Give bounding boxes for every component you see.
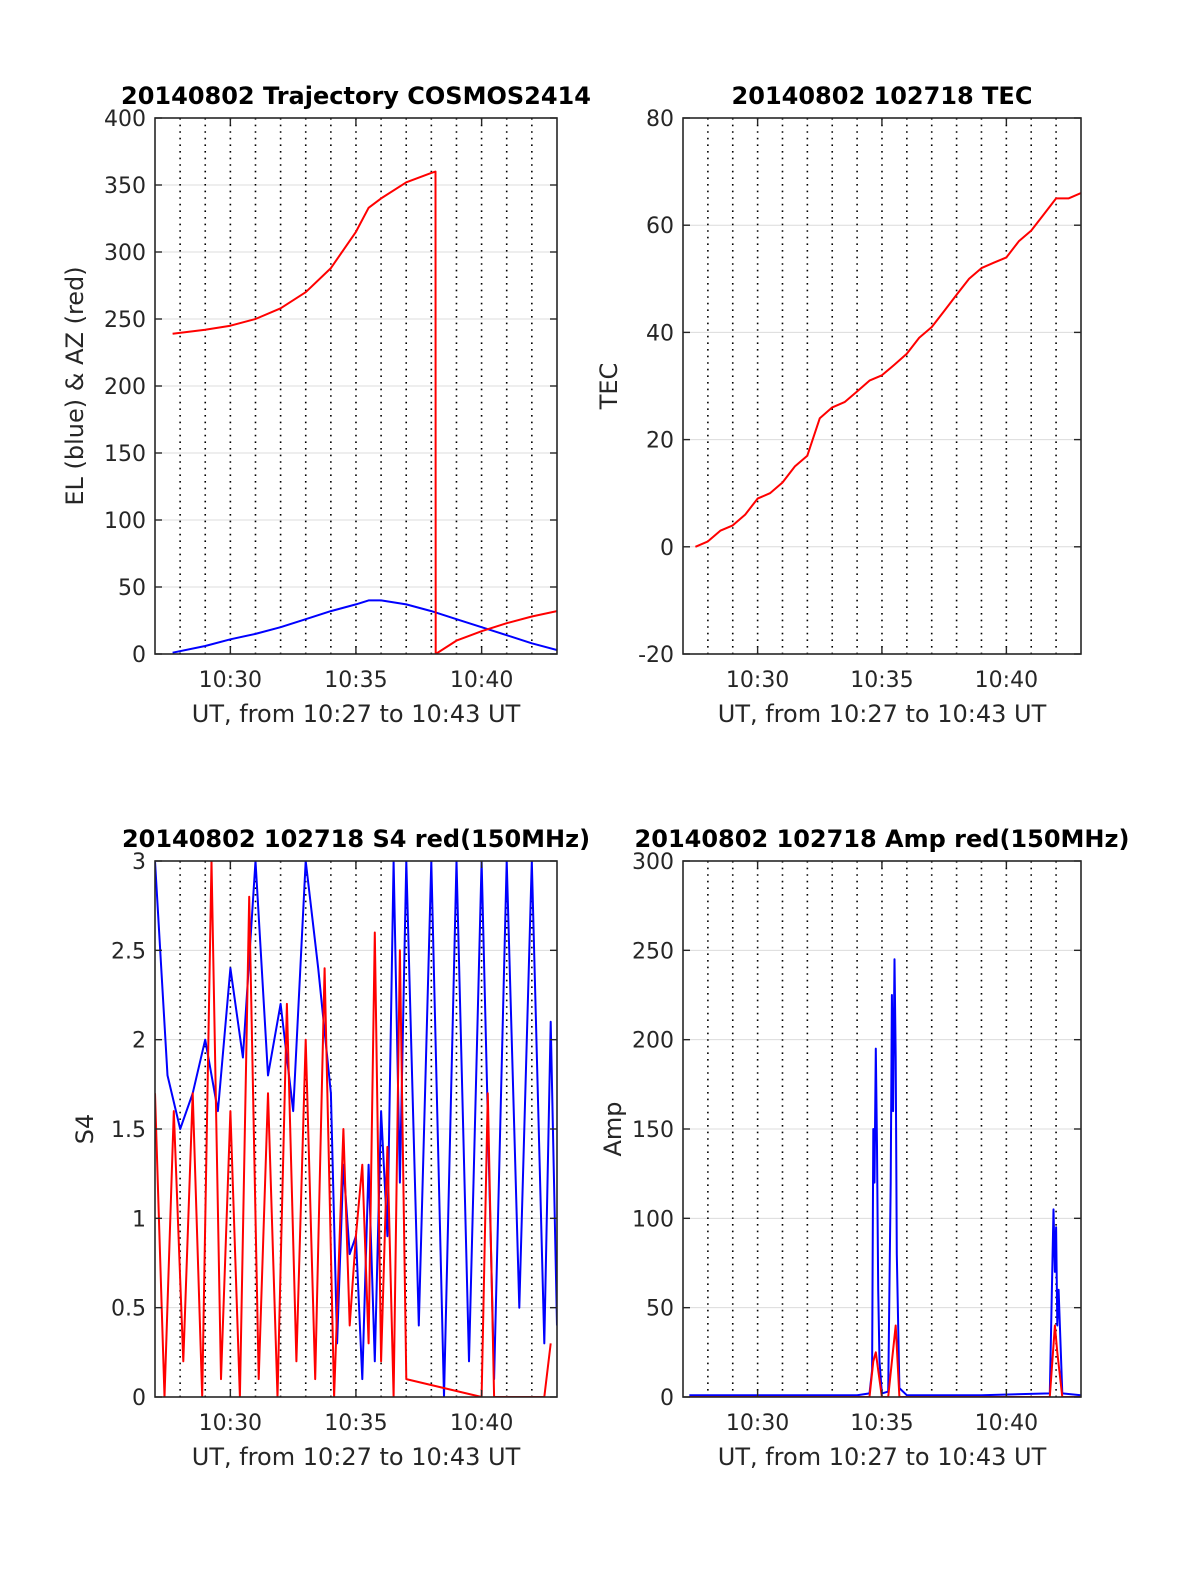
- trajectory-xtick-label-0: 10:30: [199, 668, 262, 693]
- amp-ylabel: Amp: [599, 1101, 627, 1156]
- tec-ytick-label-4: 60: [646, 214, 674, 239]
- amp-panel: 0 50 100 150 200 250 300 10:30 10:35 10:40 UT, fro…: [599, 825, 1129, 1471]
- tec-xtick-label-2: 10:40: [975, 668, 1038, 693]
- s4-title: 20140802 102718 S4 red(150MHz): [122, 825, 590, 853]
- amp-xtick-label-0: 10:30: [726, 1411, 789, 1436]
- tec-ytick-label-2: 20: [646, 429, 674, 454]
- amp-xlabel: UT, from 10:27 to 10:43 UT: [718, 1443, 1047, 1471]
- tec-ytick-label-3: 40: [646, 321, 674, 346]
- s4-ytick-label-4: 2: [132, 1029, 146, 1054]
- s4-xlabel: UT, from 10:27 to 10:43 UT: [192, 1443, 521, 1471]
- trajectory-title: 20140802 Trajectory COSMOS2414: [121, 82, 591, 110]
- tec-ytick-label-5: 80: [646, 107, 674, 132]
- amp-ytick-label-4: 200: [632, 1029, 674, 1054]
- s4-ytick-label-0: 0: [132, 1386, 146, 1411]
- trajectory-ytick-label-3: 150: [104, 442, 146, 467]
- s4-ytick-label-5: 2.5: [111, 939, 146, 964]
- tec-title: 20140802 102718 TEC: [732, 82, 1033, 110]
- trajectory-series-0: [172, 599, 557, 654]
- trajectory-ytick-label-1: 50: [118, 576, 146, 601]
- trajectory-ytick-label-5: 250: [104, 308, 146, 333]
- trajectory-ytick-label-0: 0: [132, 643, 146, 668]
- amp-ytick-label-1: 50: [646, 1297, 674, 1322]
- amp-xtick-label-2: 10:40: [975, 1411, 1038, 1436]
- tec-panel: -20 0 20 40 60 80 10:30 10:35 10:40 UT, from 10:2…: [595, 82, 1082, 728]
- amp-series-0: [689, 958, 1081, 1397]
- tec-ytick-label-0: -20: [638, 643, 674, 668]
- s4-series-1: [155, 861, 552, 1397]
- s4-xtick-label-1: 10:35: [324, 1411, 387, 1436]
- amp-ytick-label-2: 100: [632, 1207, 674, 1232]
- trajectory-xtick-label-2: 10:40: [450, 668, 513, 693]
- trajectory-panel: 0 50 100 150 200 250 300 350 400 10:30 10:35 10:40 U…: [61, 82, 591, 728]
- s4-ytick-label-6: 3: [132, 850, 146, 875]
- trajectory-ytick-label-7: 350: [104, 174, 146, 199]
- trajectory-xlabel: UT, from 10:27 to 10:43 UT: [192, 700, 521, 728]
- trajectory-xtick-label-1: 10:35: [324, 668, 387, 693]
- tec-ytick-label-1: 0: [660, 536, 674, 561]
- trajectory-ytick-label-6: 300: [104, 241, 146, 266]
- amp-ytick-label-0: 0: [660, 1386, 674, 1411]
- trajectory-ytick-label-2: 100: [104, 509, 146, 534]
- trajectory-ytick-label-4: 200: [104, 375, 146, 400]
- s4-ytick-label-2: 1: [132, 1207, 146, 1232]
- trajectory-ylabel: EL (blue) & AZ (red): [61, 266, 89, 505]
- s4-xtick-label-0: 10:30: [199, 1411, 262, 1436]
- s4-ylabel: S4: [71, 1114, 99, 1145]
- s4-ytick-label-3: 1.5: [111, 1118, 146, 1143]
- amp-xtick-label-1: 10:35: [850, 1411, 913, 1436]
- tec-ylabel: TEC: [595, 363, 623, 411]
- trajectory-ytick-label-8: 400: [104, 107, 146, 132]
- amp-ytick-label-6: 300: [632, 850, 674, 875]
- tec-xlabel: UT, from 10:27 to 10:43 UT: [718, 700, 1047, 728]
- s4-panel: 0 0.5 1 1.5 2 2.5 3 10:30 10:35 10:40 UT, from 10:…: [71, 825, 590, 1471]
- amp-ytick-label-3: 150: [632, 1118, 674, 1143]
- amp-series-1: [689, 1324, 1081, 1397]
- tec-xtick-label-0: 10:30: [726, 668, 789, 693]
- tec-series-0: [695, 192, 1081, 548]
- trajectory-series-1: [172, 170, 557, 654]
- s4-ytick-label-1: 0.5: [111, 1297, 146, 1322]
- s4-xtick-label-2: 10:40: [450, 1411, 513, 1436]
- amp-title: 20140802 102718 Amp red(150MHz): [635, 825, 1130, 853]
- amp-ytick-label-5: 250: [632, 939, 674, 964]
- tec-xtick-label-1: 10:35: [850, 668, 913, 693]
